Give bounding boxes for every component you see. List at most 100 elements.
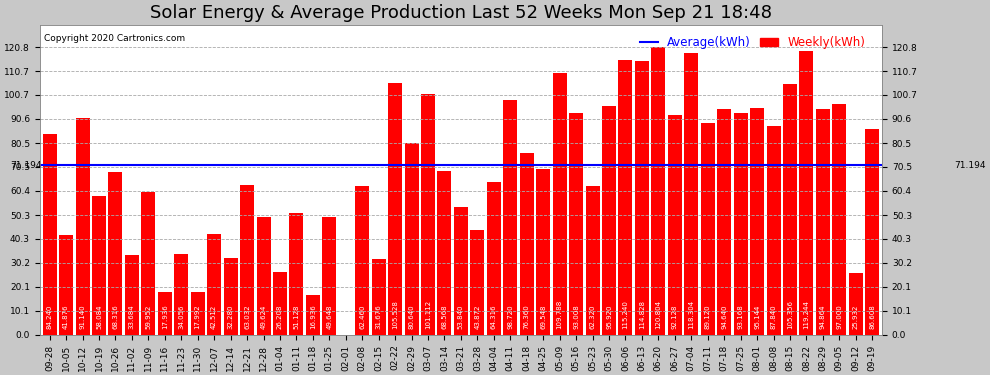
Text: 33.684: 33.684: [129, 304, 135, 329]
Bar: [651, 47, 665, 335]
Bar: [421, 94, 435, 335]
Bar: [75, 118, 89, 335]
Text: 51.128: 51.128: [293, 304, 299, 329]
Bar: [371, 260, 386, 335]
Bar: [157, 292, 172, 335]
Text: 25.932: 25.932: [852, 304, 858, 329]
Bar: [438, 171, 451, 335]
Text: 49.648: 49.648: [327, 304, 333, 329]
Text: 91.140: 91.140: [79, 304, 85, 329]
Text: 68.316: 68.316: [113, 304, 119, 329]
Bar: [684, 53, 698, 335]
Bar: [734, 113, 747, 335]
Text: 32.280: 32.280: [228, 304, 234, 329]
Bar: [125, 255, 139, 335]
Bar: [668, 116, 682, 335]
Text: Copyright 2020 Cartronics.com: Copyright 2020 Cartronics.com: [44, 34, 185, 44]
Bar: [454, 207, 468, 335]
Text: 31.676: 31.676: [375, 304, 382, 329]
Text: 105.356: 105.356: [787, 300, 793, 329]
Text: 49.624: 49.624: [260, 304, 266, 329]
Bar: [43, 134, 56, 335]
Text: 62.460: 62.460: [359, 304, 365, 329]
Bar: [865, 129, 879, 335]
Bar: [224, 258, 238, 335]
Text: 76.360: 76.360: [524, 304, 530, 329]
Text: 53.840: 53.840: [458, 304, 464, 329]
Bar: [470, 230, 484, 335]
Text: 115.240: 115.240: [623, 300, 629, 329]
Bar: [92, 196, 106, 335]
Bar: [750, 108, 764, 335]
Bar: [191, 292, 205, 335]
Text: 93.008: 93.008: [573, 304, 579, 329]
Text: 94.864: 94.864: [820, 304, 826, 329]
Bar: [816, 109, 830, 335]
Text: 59.952: 59.952: [146, 304, 151, 329]
Bar: [289, 213, 303, 335]
Bar: [619, 60, 633, 335]
Text: 95.144: 95.144: [754, 304, 760, 329]
Text: 62.320: 62.320: [590, 304, 596, 329]
Bar: [783, 84, 797, 335]
Text: 119.244: 119.244: [804, 300, 810, 329]
Text: 26.208: 26.208: [277, 304, 283, 329]
Bar: [717, 110, 732, 335]
Bar: [142, 192, 155, 335]
Bar: [635, 61, 648, 335]
Text: 118.304: 118.304: [688, 300, 694, 329]
Bar: [487, 182, 501, 335]
Legend: Average(kWh), Weekly(kWh): Average(kWh), Weekly(kWh): [638, 34, 868, 52]
Bar: [585, 186, 600, 335]
Bar: [537, 169, 550, 335]
Text: 71.194: 71.194: [954, 161, 986, 170]
Title: Solar Energy & Average Production Last 52 Weeks Mon Sep 21 18:48: Solar Energy & Average Production Last 5…: [149, 4, 772, 22]
Bar: [602, 106, 616, 335]
Bar: [323, 217, 337, 335]
Text: 120.804: 120.804: [655, 300, 661, 329]
Text: 43.872: 43.872: [474, 304, 480, 329]
Bar: [552, 73, 566, 335]
Text: 109.788: 109.788: [556, 300, 562, 329]
Bar: [273, 272, 287, 335]
Text: 34.056: 34.056: [178, 304, 184, 329]
Text: 64.316: 64.316: [491, 304, 497, 329]
Text: 87.840: 87.840: [770, 304, 776, 329]
Bar: [59, 235, 73, 335]
Bar: [569, 113, 583, 335]
Bar: [848, 273, 862, 335]
Bar: [520, 153, 534, 335]
Text: 97.000: 97.000: [837, 304, 842, 329]
Bar: [766, 126, 780, 335]
Text: 93.168: 93.168: [738, 304, 743, 329]
Text: 89.120: 89.120: [705, 304, 711, 329]
Text: 68.568: 68.568: [442, 304, 447, 329]
Text: 84.240: 84.240: [47, 304, 52, 329]
Text: 17.936: 17.936: [161, 304, 167, 329]
Bar: [256, 217, 270, 335]
Bar: [109, 172, 123, 335]
Bar: [405, 143, 419, 335]
Text: 17.992: 17.992: [195, 304, 201, 329]
Text: 105.528: 105.528: [392, 300, 398, 329]
Text: 69.548: 69.548: [541, 304, 546, 329]
Bar: [355, 186, 369, 335]
Text: 41.876: 41.876: [63, 304, 69, 329]
Text: 58.084: 58.084: [96, 304, 102, 329]
Text: 94.640: 94.640: [721, 304, 728, 329]
Text: 95.920: 95.920: [606, 304, 612, 329]
Text: 114.828: 114.828: [639, 300, 644, 329]
Text: 16.936: 16.936: [310, 304, 316, 329]
Bar: [306, 294, 320, 335]
Bar: [207, 234, 221, 335]
Text: 42.512: 42.512: [211, 304, 217, 329]
Text: 101.112: 101.112: [425, 300, 431, 329]
Text: 80.640: 80.640: [409, 304, 415, 329]
Bar: [701, 123, 715, 335]
Text: 92.128: 92.128: [672, 304, 678, 329]
Text: 86.608: 86.608: [869, 304, 875, 329]
Bar: [174, 254, 188, 335]
Bar: [833, 104, 846, 335]
Bar: [240, 184, 254, 335]
Text: 63.032: 63.032: [245, 304, 250, 329]
